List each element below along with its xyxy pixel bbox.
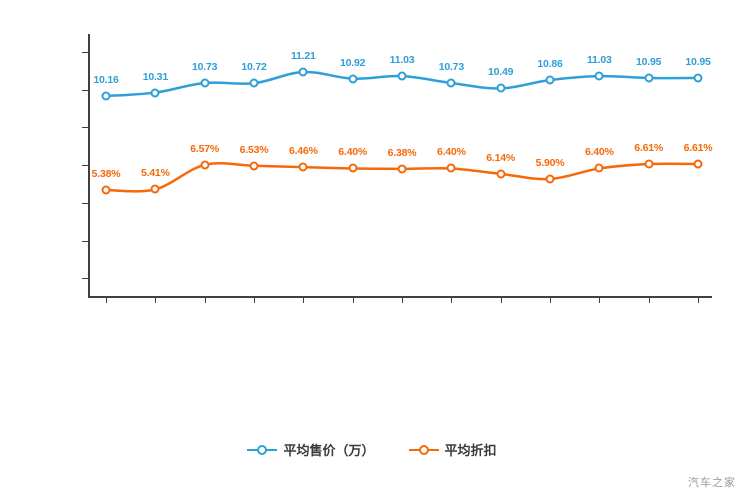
legend-label-average-price: 平均售价（万） [283,443,375,458]
data-point-marker[interactable] [249,161,259,171]
watermark-autohome: 汽车之家 [688,477,736,489]
y-axis-tick [82,52,88,53]
data-point-label: 6.53% [239,143,269,156]
legend-marker-icon-blue [247,443,278,457]
data-point-label: 6.61% [634,142,664,154]
data-point-label: 10.31 [142,70,168,83]
x-axis-tick [500,298,502,303]
data-point-marker[interactable] [545,174,555,184]
data-point-label: 6.57% [190,142,220,155]
data-point-label: 6.40% [338,146,368,159]
data-point-label: 6.38% [387,146,417,159]
data-point-marker[interactable] [150,184,160,194]
data-point-label: 10.49 [488,66,514,79]
data-point-label: 6.46% [288,145,318,158]
data-point-label: 10.73 [438,60,464,73]
data-point-marker[interactable] [496,83,506,93]
data-point-marker[interactable] [249,78,259,88]
data-point-label: 5.41% [140,167,170,180]
data-point-marker[interactable] [200,78,210,88]
data-point-marker[interactable] [397,164,407,174]
data-point-marker[interactable] [101,185,111,195]
data-point-marker[interactable] [594,71,604,81]
chart-legend: 平均售价（万） 平均折扣 [0,440,744,459]
data-point-label: 6.40% [584,146,614,159]
data-point-marker[interactable] [150,88,160,98]
data-point-marker[interactable] [693,159,703,169]
data-point-label: 10.95 [636,55,662,68]
data-point-marker[interactable] [348,74,358,84]
x-axis-tick [106,298,107,303]
legend-item-average-discount[interactable]: 平均折扣 [408,440,497,459]
data-point-label: 11.21 [290,50,316,62]
data-point-marker[interactable] [446,78,456,88]
data-point-label: 6.14% [486,151,516,164]
data-point-marker[interactable] [545,75,555,85]
x-axis [88,296,712,298]
x-axis-tick [402,298,403,303]
x-axis-tick [648,298,650,303]
plot-area: 10.16 10.31 10.73 10.72 11.21 10.92 11.03 10.73… [82,34,713,303]
y-axis-tick [82,89,88,91]
data-point-marker[interactable] [644,73,654,83]
y-axis [88,34,90,298]
data-point-marker[interactable] [397,71,407,81]
x-axis-tick [550,298,551,303]
x-axis-tick [303,298,305,303]
x-axis-tick [254,298,255,303]
data-point-label: 5.38% [91,168,121,180]
data-point-marker[interactable] [101,91,111,101]
data-point-marker[interactable] [496,169,506,179]
data-point-label: 5.90% [535,157,565,169]
x-axis-tick [352,298,354,303]
y-axis-tick [82,240,88,242]
data-point-label: 10.16 [93,74,119,86]
data-point-label: 6.40% [436,146,466,159]
data-point-marker[interactable] [693,73,703,83]
legend-marker-icon-orange [408,443,439,457]
data-point-marker[interactable] [594,163,604,173]
data-point-label: 11.03 [389,54,415,67]
data-point-marker[interactable] [298,67,308,77]
data-point-label: 10.92 [340,56,366,69]
data-point-label: 6.61% [683,142,713,154]
data-point-marker[interactable] [298,162,308,172]
data-point-marker[interactable] [348,163,358,173]
y-axis-tick [82,202,88,204]
x-axis-tick [155,298,157,303]
data-point-label: 11.03 [586,54,612,67]
x-axis-tick [451,298,453,303]
data-point-label: 10.73 [192,60,218,73]
x-axis-tick [698,298,699,303]
data-point-label: 10.72 [241,61,267,74]
data-point-marker[interactable] [644,159,654,169]
x-axis-tick [204,298,206,303]
data-point-marker[interactable] [200,160,210,170]
data-point-marker[interactable] [446,163,456,173]
y-axis-tick [82,127,88,129]
data-point-label: 10.86 [537,58,563,70]
legend-label-average-discount: 平均折扣 [444,443,497,458]
x-axis-tick [599,298,601,303]
legend-item-average-price[interactable]: 平均售价（万） [247,440,375,459]
y-axis-tick [82,165,88,167]
y-axis-tick [82,278,88,280]
data-point-label: 10.95 [685,55,711,68]
